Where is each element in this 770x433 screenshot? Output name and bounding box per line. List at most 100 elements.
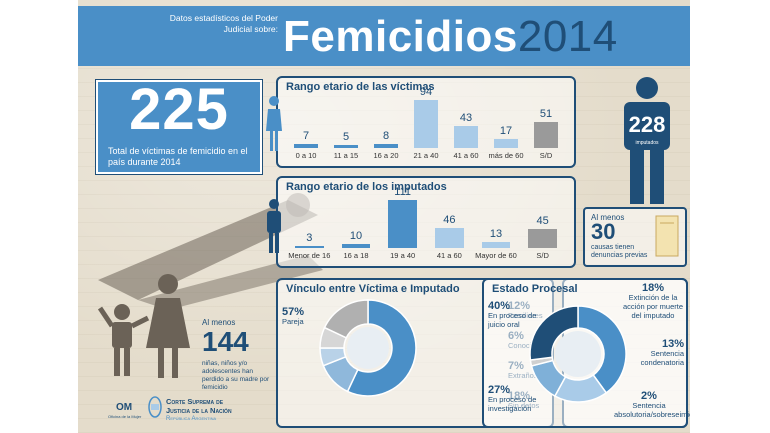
bar	[333, 145, 359, 148]
court-seal-icon	[148, 396, 162, 418]
bar-value-label: 94	[419, 86, 433, 98]
header-subtitle: Datos estadísticos del Poder Judicial so…	[169, 13, 278, 34]
causas-label: causas tienen denuncias previas	[591, 244, 648, 259]
pie-slice	[529, 305, 579, 361]
title-year: 2014	[517, 12, 618, 61]
bar-value-label: 8	[382, 129, 390, 142]
estado-procesal-panel: Estado Procesal 40% En proceso de juicio …	[482, 278, 690, 428]
imputados-panel-title: Rango etario de los imputados	[286, 181, 447, 193]
causas-value: 30	[591, 219, 616, 244]
imputados-total-value: 228	[628, 112, 666, 137]
bar-category-label: 21 a 40	[413, 151, 439, 160]
pie-label: 57% Pareja	[282, 306, 322, 327]
donut-center	[347, 327, 389, 369]
pie-value-label: 40%	[488, 300, 511, 312]
header-band	[78, 6, 690, 66]
bar-value-label: 5	[342, 131, 350, 144]
ninos-value: 144	[202, 326, 249, 357]
pie-label: 27% En proceso de investigación	[488, 384, 548, 414]
pie-category-label: En proceso de investigación	[488, 395, 537, 413]
bar	[373, 143, 399, 148]
victims-panel-title: Rango etario de las víctimas	[286, 81, 435, 93]
om-sub: Oficina de la Mujer	[108, 414, 142, 419]
pie-label: 2%Sentencia absolutoria/sobreseimiento	[614, 390, 690, 420]
bar	[294, 246, 324, 248]
pie-value-label: 57%	[282, 306, 305, 318]
document-folder-icon	[655, 215, 679, 257]
bar	[434, 228, 464, 248]
bar-category-label: S/D	[536, 251, 549, 260]
bar-category-label: 11 a 15	[333, 151, 359, 160]
female-figure-icon	[266, 96, 282, 151]
pie-category-label: Sentencia absolutoria/sobreseimiento	[614, 401, 690, 419]
bar	[413, 100, 439, 148]
bar-value-label: 7	[302, 130, 310, 143]
bar-category-label: S/D	[539, 151, 553, 160]
causas-pre: Al menos	[591, 213, 625, 222]
page-title: Femicidios2014	[283, 12, 618, 62]
estado-donut-chart	[529, 305, 627, 403]
pie-slice	[577, 305, 627, 394]
bar	[481, 242, 511, 248]
total-victims-value: 225	[129, 77, 229, 142]
bar-category-label: 41 a 60	[436, 251, 462, 260]
bar-value-label: 3	[306, 232, 313, 244]
bar-category-label: más de 60	[488, 151, 524, 160]
bar-value-label: 45	[536, 214, 549, 227]
pie-category-label: En proceso de juicio oral	[488, 311, 537, 329]
om-logo: OM	[116, 402, 133, 413]
ninos-pre: Al menos	[202, 318, 236, 327]
bar	[528, 228, 558, 248]
pie-category-label: Pareja	[282, 317, 304, 326]
imputados-man-icon	[624, 77, 670, 204]
total-victims-box: 225 Total de víctimas de femicidio en el…	[96, 77, 262, 174]
mother-child-icon	[98, 274, 190, 378]
pie-value-label: 27%	[488, 384, 511, 396]
pie-label: 40% En proceso de juicio oral	[488, 300, 548, 330]
bar-category-label: 0 a 10	[295, 151, 317, 160]
imputados-total-label: imputados	[635, 140, 659, 146]
bar-category-label: 41 a 60	[453, 151, 479, 160]
total-victims-label: Total de víctimas de femicidio en el paí…	[108, 146, 248, 167]
bar	[453, 126, 479, 148]
pie-value-label: 18%	[641, 282, 665, 294]
victims-age-panel: Rango etario de las víctimas 7 0 a 10 5 11 …	[276, 76, 576, 168]
infographic-canvas: Datos estadísticos del Poder Judicial so…	[78, 0, 690, 433]
donut-center	[555, 331, 601, 377]
bar	[533, 121, 559, 148]
bar-category-label: Mayor de 60	[475, 251, 517, 260]
court-line3: República Argentina	[166, 416, 217, 422]
pie-slice	[323, 299, 369, 339]
bar-value-label: 13	[489, 228, 503, 241]
pie-slice	[346, 299, 417, 397]
bar-value-label: 17	[499, 125, 513, 138]
bar	[341, 243, 371, 248]
male-figure-icon	[267, 199, 281, 253]
pie-category-label: Extinción de la acción por muerte del im…	[622, 293, 684, 320]
bar	[388, 200, 418, 248]
title-word: Femicidios	[283, 12, 518, 61]
bar-category-label: 16 a 18	[343, 251, 369, 260]
bar	[293, 144, 319, 148]
bar-value-label: 46	[443, 214, 456, 227]
estado-panel-title: Estado Procesal	[492, 283, 578, 295]
bar-category-label: 16 a 20	[373, 151, 399, 160]
vinculo-panel-title: Vínculo entre Víctima e Imputado	[286, 283, 460, 295]
pie-category-label: Sentencia condenatoria	[640, 349, 684, 367]
bar-value-label: 51	[539, 107, 553, 120]
bar-value-label: 10	[349, 229, 363, 242]
bar-value-label: 111	[394, 186, 412, 198]
bar-value-label: 43	[459, 112, 473, 125]
vinculo-donut-chart	[319, 299, 417, 397]
court-line1: Corte Suprema de	[166, 397, 224, 406]
pie-value-label: 13%	[661, 338, 684, 350]
pie-label: 18% Extinción de la acción por muerte del…	[622, 282, 684, 321]
causas-box: Al menos 30 causas tienen denuncias prev…	[583, 207, 687, 267]
bar-category-label: 19 a 40	[390, 251, 416, 260]
ninos-label: niñas, niños y/o adolescentes han perdid…	[202, 360, 270, 391]
imputados-age-panel: Rango etario de los imputados 3 Menor de …	[276, 176, 576, 268]
bar	[493, 139, 519, 148]
bar-category-label: Menor de 16	[288, 251, 331, 260]
pie-value-label: 2%	[641, 390, 657, 402]
court-line2: Justicia de la Nación	[166, 406, 232, 415]
